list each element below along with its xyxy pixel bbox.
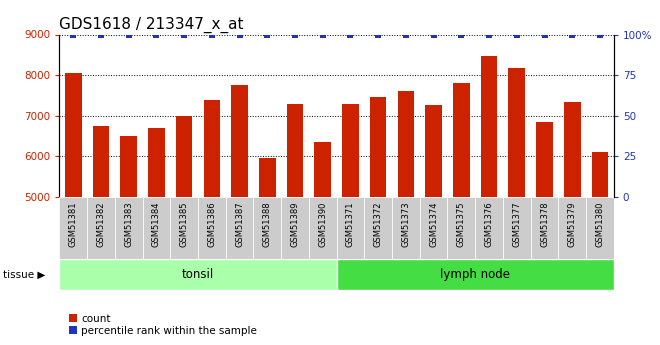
Point: [68, 32, 79, 37]
Bar: [420, 197, 447, 259]
Text: GSM51389: GSM51389: [290, 201, 300, 247]
Point: [567, 32, 578, 37]
Bar: [87, 197, 115, 259]
Bar: [231, 85, 248, 345]
Bar: [531, 197, 558, 259]
Text: GSM51380: GSM51380: [595, 201, 605, 247]
Bar: [364, 197, 392, 259]
Bar: [198, 197, 226, 259]
Point: [595, 32, 605, 37]
Bar: [337, 259, 614, 290]
Point: [317, 32, 328, 37]
Bar: [143, 197, 170, 259]
Bar: [508, 68, 525, 345]
Bar: [558, 197, 586, 259]
Bar: [480, 56, 498, 345]
Bar: [226, 197, 253, 259]
Point: [401, 32, 411, 37]
Bar: [564, 102, 581, 345]
Bar: [170, 197, 198, 259]
Point: [512, 32, 522, 37]
Text: GSM51387: GSM51387: [235, 201, 244, 247]
Bar: [453, 83, 470, 345]
Bar: [59, 259, 337, 290]
Text: GSM51385: GSM51385: [180, 201, 189, 247]
Text: GSM51390: GSM51390: [318, 201, 327, 247]
Point: [96, 32, 106, 37]
Bar: [281, 197, 309, 259]
Text: GSM51376: GSM51376: [484, 201, 494, 247]
Bar: [370, 97, 387, 345]
Bar: [253, 197, 281, 259]
Text: GSM51373: GSM51373: [401, 201, 411, 247]
Bar: [309, 197, 337, 259]
Bar: [337, 197, 364, 259]
Text: tissue ▶: tissue ▶: [3, 269, 46, 279]
Bar: [397, 91, 414, 345]
Bar: [59, 197, 87, 259]
Point: [179, 32, 189, 37]
Text: GSM51384: GSM51384: [152, 201, 161, 247]
Bar: [176, 116, 193, 345]
Bar: [342, 104, 359, 345]
Text: GSM51383: GSM51383: [124, 201, 133, 247]
Bar: [591, 152, 609, 345]
Text: lymph node: lymph node: [440, 268, 510, 281]
Bar: [148, 128, 165, 345]
Point: [123, 32, 134, 37]
Text: GSM51379: GSM51379: [568, 201, 577, 247]
Bar: [286, 104, 304, 345]
Point: [290, 32, 300, 37]
Bar: [65, 73, 82, 345]
Bar: [203, 100, 220, 345]
Point: [151, 32, 162, 37]
Point: [207, 32, 217, 37]
Legend: count, percentile rank within the sample: count, percentile rank within the sample: [65, 309, 261, 340]
Point: [262, 32, 273, 37]
Text: GSM51382: GSM51382: [96, 201, 106, 247]
Point: [345, 32, 356, 37]
Bar: [392, 197, 420, 259]
Point: [484, 32, 494, 37]
Point: [373, 32, 383, 37]
Text: GSM51372: GSM51372: [374, 201, 383, 247]
Text: GSM51371: GSM51371: [346, 201, 355, 247]
Text: GDS1618 / 213347_x_at: GDS1618 / 213347_x_at: [59, 17, 244, 33]
Bar: [120, 136, 137, 345]
Text: GSM51374: GSM51374: [429, 201, 438, 247]
Bar: [536, 122, 553, 345]
Point: [234, 32, 245, 37]
Bar: [115, 197, 143, 259]
Text: GSM51378: GSM51378: [540, 201, 549, 247]
Point: [456, 32, 467, 37]
Bar: [425, 105, 442, 345]
Point: [428, 32, 439, 37]
Bar: [586, 197, 614, 259]
Bar: [92, 126, 110, 345]
Text: GSM51375: GSM51375: [457, 201, 466, 247]
Text: GSM51377: GSM51377: [512, 201, 521, 247]
Text: GSM51388: GSM51388: [263, 201, 272, 247]
Bar: [314, 142, 331, 345]
Text: tonsil: tonsil: [182, 268, 214, 281]
Bar: [447, 197, 475, 259]
Point: [539, 32, 550, 37]
Text: GSM51386: GSM51386: [207, 201, 216, 247]
Bar: [503, 197, 531, 259]
Text: GSM51381: GSM51381: [69, 201, 78, 247]
Bar: [259, 158, 276, 345]
Bar: [475, 197, 503, 259]
